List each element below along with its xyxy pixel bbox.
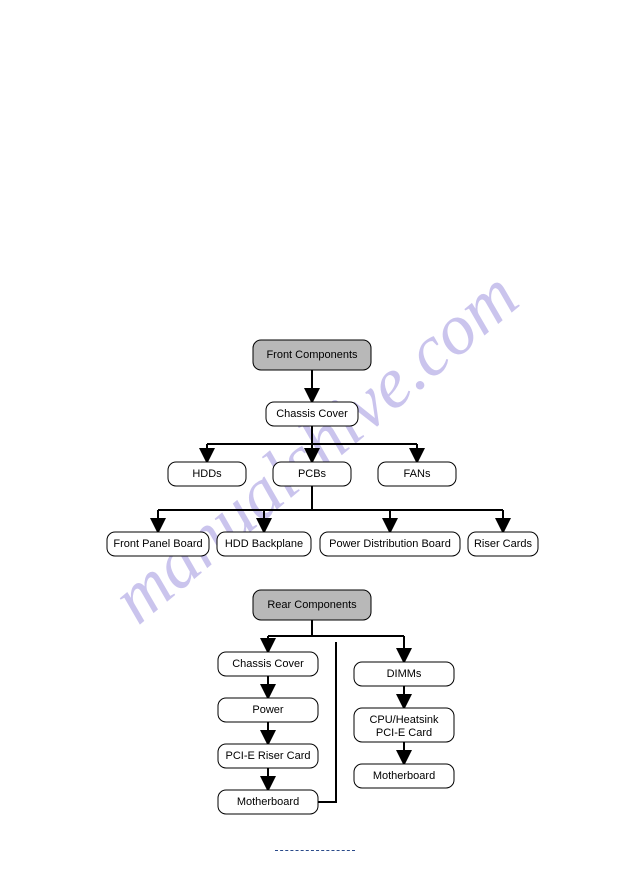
node-hdds: HDDs — [168, 462, 246, 486]
svg-text:Rear Components: Rear Components — [267, 599, 357, 611]
svg-text:Motherboard: Motherboard — [373, 770, 435, 782]
svg-text:HDDs: HDDs — [192, 468, 222, 480]
svg-text:Front Panel Board: Front Panel Board — [113, 538, 202, 550]
svg-text:DIMMs: DIMMs — [387, 668, 422, 680]
svg-text:Motherboard: Motherboard — [237, 796, 299, 808]
svg-text:Chassis Cover: Chassis Cover — [276, 408, 348, 420]
svg-text:Riser Cards: Riser Cards — [474, 538, 533, 550]
node-cpu-heatsink: CPU/Heatsink PCI-E Card — [354, 708, 454, 742]
node-chassis-cover-2: Chassis Cover — [218, 652, 318, 676]
node-motherboard: Motherboard — [218, 790, 318, 814]
node-pcie-riser: PCI-E Riser Card — [218, 744, 318, 768]
node-motherboard-2: Motherboard — [354, 764, 454, 788]
svg-text:PCBs: PCBs — [298, 468, 327, 480]
diagram-svg: Front Components Chassis Cover HDDs PCBs… — [0, 0, 629, 893]
node-riser-cards: Riser Cards — [468, 532, 538, 556]
node-fans: FANs — [378, 462, 456, 486]
node-rear-components: Rear Components — [253, 590, 371, 620]
node-chassis-cover: Chassis Cover — [266, 402, 358, 426]
node-dimms: DIMMs — [354, 662, 454, 686]
svg-text:HDD Backplane: HDD Backplane — [225, 538, 303, 550]
node-front-panel-board: Front Panel Board — [107, 532, 209, 556]
svg-text:PCI-E Card: PCI-E Card — [376, 727, 432, 739]
node-pcbs: PCBs — [273, 462, 351, 486]
svg-text:Power: Power — [252, 704, 284, 716]
svg-text:CPU/Heatsink: CPU/Heatsink — [369, 714, 439, 726]
conn-mb-branch — [318, 642, 336, 802]
svg-text:FANs: FANs — [404, 468, 431, 480]
svg-text:Front Components: Front Components — [266, 349, 358, 361]
node-power-dist-board: Power Distribution Board — [320, 532, 460, 556]
node-hdd-backplane: HDD Backplane — [217, 532, 311, 556]
svg-text:Power Distribution Board: Power Distribution Board — [329, 538, 451, 550]
node-front-components: Front Components — [253, 340, 371, 370]
svg-text:Chassis Cover: Chassis Cover — [232, 658, 304, 670]
svg-text:PCI-E Riser Card: PCI-E Riser Card — [226, 750, 311, 762]
node-power: Power — [218, 698, 318, 722]
